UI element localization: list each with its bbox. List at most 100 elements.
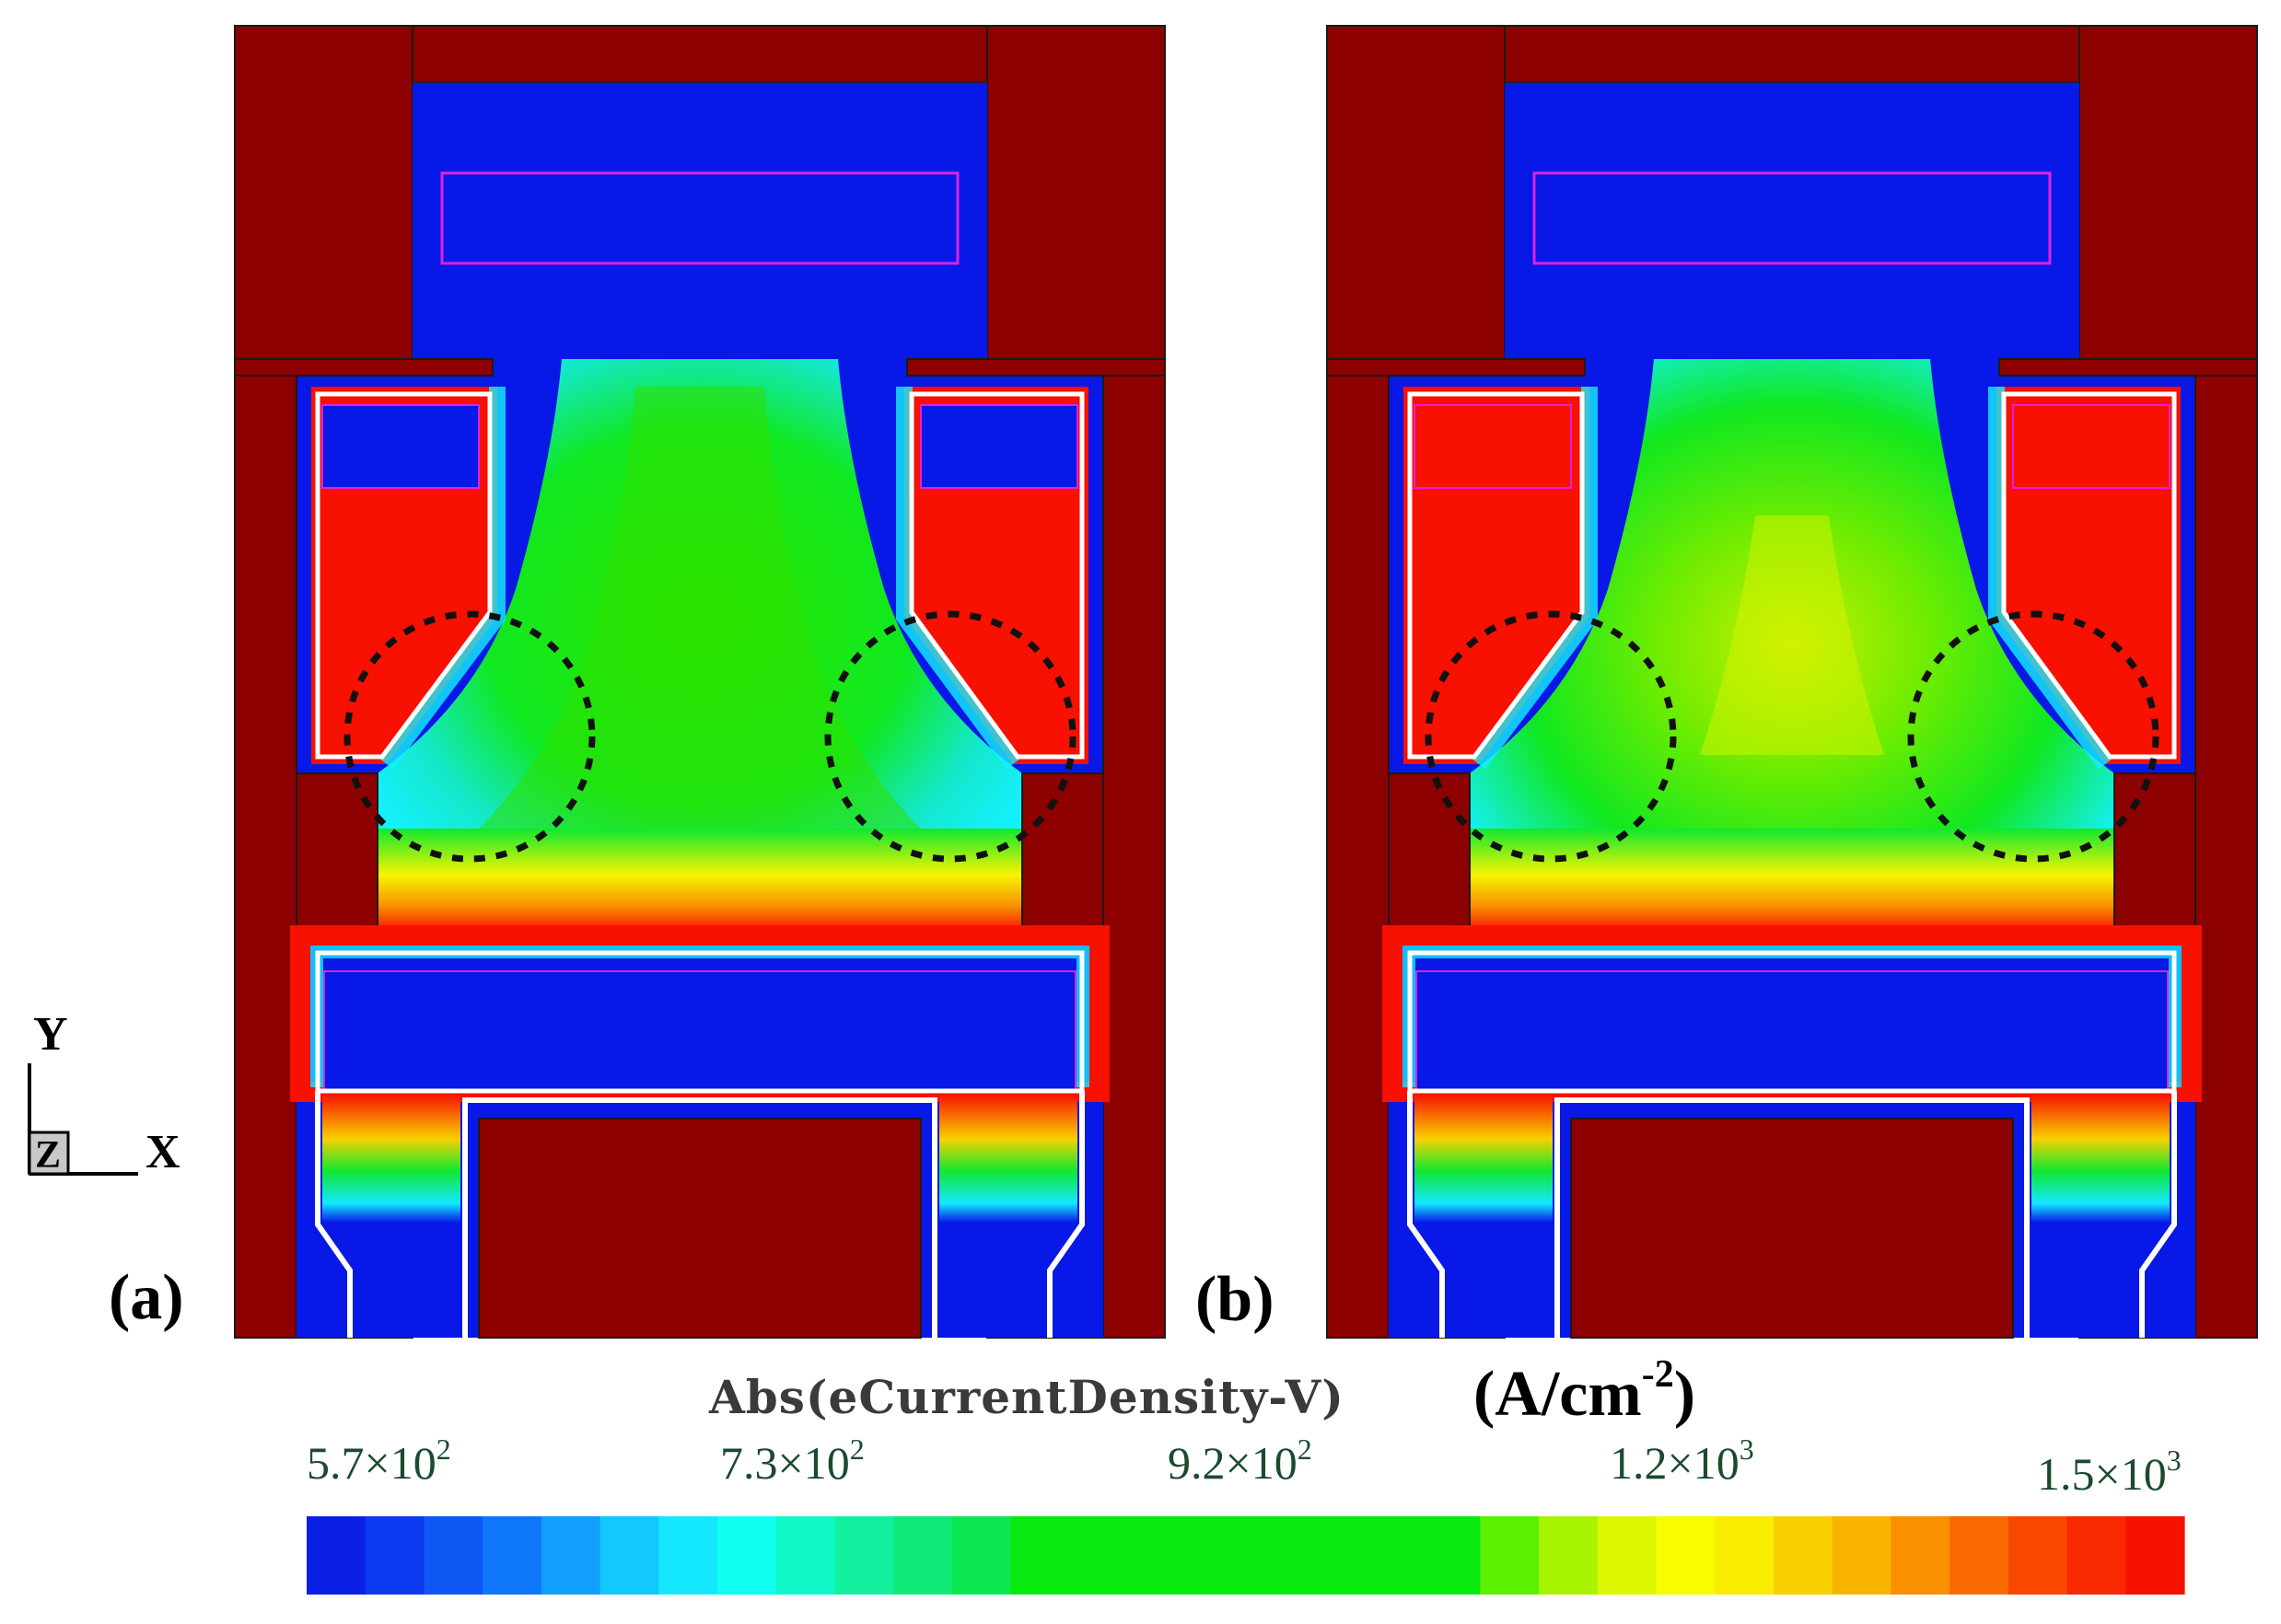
coil-right-edge <box>896 387 1020 770</box>
axis-z-label: Z <box>35 1134 61 1177</box>
colorbar-swatch <box>424 1516 483 1595</box>
colorbar-tick: 9.2×102 <box>1168 1433 1312 1489</box>
axis-y-label: Y <box>33 1008 68 1061</box>
colorbar-swatch <box>1186 1516 1247 1595</box>
marker-circle-left <box>343 610 596 863</box>
colorbar-swatch <box>893 1516 953 1595</box>
colorbar-swatch <box>1597 1516 1658 1595</box>
colorbar-swatch <box>2008 1516 2068 1595</box>
colorbar-swatch <box>1773 1516 1833 1595</box>
colorbar-swatch <box>1539 1516 1599 1595</box>
lead-left <box>315 1091 353 1338</box>
panel-a-label: (a) <box>109 1262 184 1333</box>
drop-left <box>1414 1094 1553 1223</box>
upper-cavity-field <box>1505 83 2079 359</box>
panel-b-label: (b) <box>1195 1264 1274 1335</box>
pedestal-outline <box>462 1097 937 1338</box>
colorbar-swatch <box>1832 1516 1892 1595</box>
colorbar-tick: 5.7×102 <box>307 1433 451 1489</box>
coil-right-outline <box>2001 391 2177 760</box>
inner-wall-right <box>1102 375 1166 1339</box>
plume-core <box>1700 516 1884 755</box>
panel-a-field-plot <box>234 25 1166 1339</box>
coil-right-cap <box>2012 404 2170 489</box>
marker-circle-left <box>1425 610 1677 863</box>
coil-left-cap <box>321 404 480 489</box>
coil-right-cap <box>920 404 1078 489</box>
coil-right-outline <box>909 391 1085 760</box>
colorbar-swatch <box>951 1516 1012 1595</box>
colorbar-swatch <box>1304 1516 1364 1595</box>
sheath-bottom <box>378 829 1022 932</box>
inner-wall-left <box>1326 375 1390 1339</box>
drop-right <box>2031 1094 2170 1223</box>
top-magenta-box <box>440 171 960 265</box>
colorbar-swatch <box>1891 1516 1950 1595</box>
coil-left-outline <box>1407 391 1585 760</box>
colorbar-swatch <box>1949 1516 2009 1595</box>
upper-cavity-field <box>413 83 987 359</box>
drop-right <box>939 1094 1077 1223</box>
marker-circle-right <box>1907 610 2159 863</box>
lead-left <box>1407 1091 1445 1338</box>
colorbar-swatch <box>2125 1516 2185 1595</box>
step-right <box>1021 772 1104 933</box>
colorbar-swatch <box>1421 1516 1481 1595</box>
colorbar-swatch <box>1362 1516 1423 1595</box>
colorbar-swatch <box>1656 1516 1716 1595</box>
axis-z-box <box>28 1131 70 1176</box>
colorbar-swatch <box>541 1516 601 1595</box>
panel-b-field-plot <box>1326 25 2258 1339</box>
axis-x-label: X <box>145 1126 180 1178</box>
step-right <box>2113 772 2196 933</box>
colorbar-swatch <box>658 1516 718 1595</box>
colorbar-swatch <box>1715 1516 1775 1595</box>
colorbar-swatch <box>1128 1516 1188 1595</box>
sheath-bottom <box>1470 829 2114 932</box>
lower-box-outline <box>315 950 1085 1094</box>
lead-right <box>1047 1091 1085 1338</box>
lower-box <box>1415 970 2169 1092</box>
top-electrode <box>1504 25 2080 84</box>
shelf-left <box>1326 358 1586 377</box>
colorbar-swatch <box>1010 1516 1070 1595</box>
coil-left-outline <box>315 391 493 760</box>
axis-triad: Y Z X <box>28 1008 180 1178</box>
colorbar-swatch <box>483 1516 542 1595</box>
shelf-right <box>906 358 1166 377</box>
step-left <box>1388 772 1471 933</box>
center-pedestal <box>1570 1118 2014 1339</box>
colorbar-swatch <box>717 1516 777 1595</box>
inner-wall-left <box>234 375 297 1339</box>
shelf-right <box>1998 358 2258 377</box>
colorbar-title: Abs(eCurrentDensity-V) <box>709 1370 1344 1424</box>
colorbar-swatch <box>1245 1516 1305 1595</box>
lower-box-outline <box>1407 950 2177 1094</box>
colorbar-swatch <box>1480 1516 1540 1595</box>
colorbar-swatch <box>1069 1516 1129 1595</box>
colorbar-swatch <box>834 1516 894 1595</box>
drop-left <box>322 1094 460 1223</box>
marker-circle-right <box>824 610 1076 863</box>
top-magenta-box <box>1532 171 2052 265</box>
inner-wall-right <box>2194 375 2258 1339</box>
colorbar-tick: 1.5×103 <box>2037 1444 2182 1500</box>
center-pedestal <box>478 1118 922 1339</box>
colorbar-swatch <box>775 1516 836 1595</box>
shelf-left <box>234 358 494 377</box>
lead-right <box>2139 1091 2177 1338</box>
plume-core <box>479 387 921 829</box>
pedestal-outline <box>1554 1097 2030 1338</box>
colorbar <box>307 1516 2185 1595</box>
colorbar-tick: 1.2×103 <box>1610 1433 1754 1489</box>
coil-left-edge <box>1472 387 1598 770</box>
colorbar-swatch <box>2066 1516 2126 1595</box>
colorbar-swatch <box>365 1516 425 1595</box>
coil-left-cap <box>1414 404 1572 489</box>
colorbar-tick: 7.3×102 <box>720 1433 865 1489</box>
lower-box <box>323 970 1076 1092</box>
top-electrode <box>412 25 988 84</box>
colorbar-swatch <box>307 1516 367 1595</box>
colorbar-swatch <box>599 1516 659 1595</box>
